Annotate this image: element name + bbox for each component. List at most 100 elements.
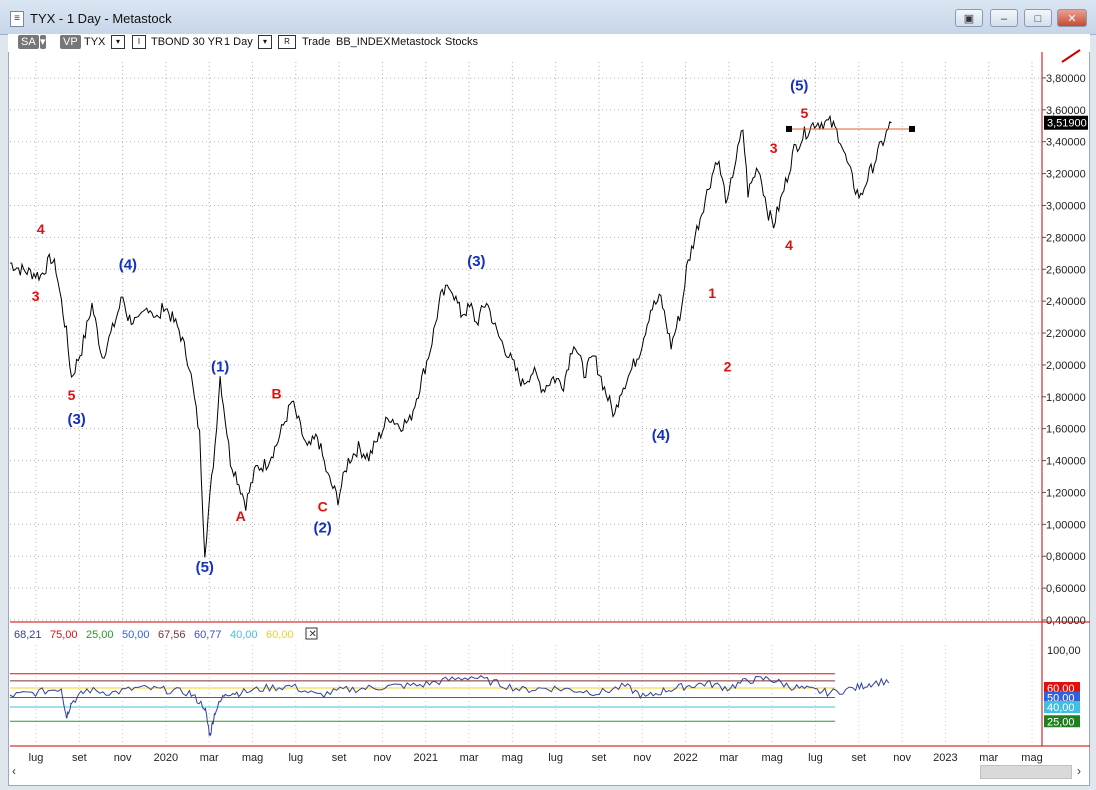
x-tick-label: set xyxy=(851,752,866,764)
x-tick-label: 2022 xyxy=(673,752,697,764)
osc-legend-item: 40,00 xyxy=(230,629,258,641)
trade-label[interactable]: Trade xyxy=(302,36,331,48)
x-tick-label: nov xyxy=(633,752,651,764)
info-box[interactable]: I xyxy=(132,35,146,49)
y-tick-label: 2,80000 xyxy=(1046,232,1086,244)
wave-label: A xyxy=(236,508,246,524)
wave-label: B xyxy=(271,385,281,401)
restore-icon[interactable]: ▣ xyxy=(955,9,983,27)
y-tick-label: 1,20000 xyxy=(1046,487,1086,499)
x-tick-label: 2023 xyxy=(933,752,957,764)
x-tick-label: nov xyxy=(374,752,392,764)
x-tick-label: nov xyxy=(893,752,911,764)
wave-label: C xyxy=(318,499,328,515)
x-tick-label: set xyxy=(592,752,607,764)
wave-label: 5 xyxy=(800,105,808,121)
x-tick-label: mar xyxy=(719,752,738,764)
osc-legend-item: 60,00 xyxy=(266,629,294,641)
y-tick-label: 0,60000 xyxy=(1046,583,1086,595)
wave-label: (2) xyxy=(313,519,331,536)
wave-label: 3 xyxy=(770,140,778,156)
vp-button[interactable]: VP xyxy=(60,35,81,49)
r-box[interactable]: R xyxy=(278,35,296,49)
x-tick-label: 2021 xyxy=(413,752,437,764)
horizontal-scrollbar-thumb[interactable] xyxy=(980,765,1072,779)
wave-label: (5) xyxy=(196,559,214,576)
sa-button[interactable]: SA xyxy=(18,35,39,49)
y-tick-label: 1,60000 xyxy=(1046,424,1086,436)
maximize-button[interactable]: □ xyxy=(1024,9,1052,27)
osc-legend-item: 67,56 xyxy=(158,629,186,641)
scroll-right-icon[interactable]: › xyxy=(1077,764,1081,778)
x-tick-label: lug xyxy=(29,752,44,764)
price-series-line xyxy=(9,114,892,558)
osc-tick-box xyxy=(1044,682,1080,694)
wave-label: 2 xyxy=(724,358,732,374)
osc-tick-label: 100,00 xyxy=(1047,645,1081,657)
scroll-left-icon[interactable]: ‹ xyxy=(12,764,16,778)
symbol-dropdown-icon[interactable]: ▾ xyxy=(111,35,125,49)
x-tick-label: set xyxy=(72,752,87,764)
y-tick-label: 3,80000 xyxy=(1046,73,1086,85)
close-button[interactable]: ✕ xyxy=(1057,9,1087,27)
y-tick-label: 2,00000 xyxy=(1046,360,1086,372)
minimize-button[interactable]: – xyxy=(990,9,1018,27)
x-tick-label: lug xyxy=(548,752,563,764)
osc-legend-close-icon xyxy=(305,627,318,640)
trendline-handle xyxy=(909,125,915,132)
last-value-label: 3,51900 xyxy=(1047,118,1087,130)
description-label: TBOND 30 YR xyxy=(151,36,223,48)
x-tick-label: mar xyxy=(200,752,219,764)
x-tick-label: mag xyxy=(502,752,523,764)
wave-label: (1) xyxy=(211,358,229,375)
wave-label: (4) xyxy=(652,427,670,444)
wave-label: (5) xyxy=(790,78,808,95)
window-title: TYX - 1 Day - Metastock xyxy=(30,11,172,26)
source-label: Metastock xyxy=(391,36,442,48)
x-tick-label: nov xyxy=(114,752,132,764)
chart-frame xyxy=(8,34,1090,786)
wave-label: (3) xyxy=(67,411,85,428)
x-tick-label: set xyxy=(332,752,347,764)
osc-tick-label: 25,00 xyxy=(1047,716,1075,728)
osc-series-line xyxy=(9,675,890,737)
sa-dropdown-icon[interactable]: ▾ xyxy=(40,35,46,49)
period-label[interactable]: 1 Day xyxy=(224,36,253,48)
period-dropdown-icon[interactable]: ▾ xyxy=(258,35,272,49)
chart-toolbar: SA ▾ VP TYX ▾ I TBOND 30 YR 1 Day ▾ R Tr… xyxy=(8,34,1090,52)
x-tick-label: mar xyxy=(979,752,998,764)
wave-label: 4 xyxy=(785,237,793,253)
y-tick-label: 1,80000 xyxy=(1046,392,1086,404)
y-tick-label: 3,00000 xyxy=(1046,200,1086,212)
y-tick-label: 2,60000 xyxy=(1046,264,1086,276)
last-value-box xyxy=(1044,115,1088,130)
wave-label: (3) xyxy=(467,253,485,270)
index-label: BB_INDEX xyxy=(336,36,391,48)
osc-tick-box xyxy=(1044,691,1080,704)
y-tick-label: 2,20000 xyxy=(1046,328,1086,340)
category-label: Stocks xyxy=(445,36,479,48)
osc-tick-box xyxy=(1044,715,1080,728)
osc-close-glyph: ✕ xyxy=(309,629,317,640)
wave-label: 4 xyxy=(37,221,45,237)
osc-tick-box xyxy=(1044,701,1080,713)
wave-label: 1 xyxy=(708,285,716,301)
y-tick-label: 1,40000 xyxy=(1046,456,1086,468)
trendline-handle xyxy=(786,125,792,132)
wave-label: 5 xyxy=(68,387,76,403)
osc-legend-item: 75,00 xyxy=(50,629,78,641)
osc-legend-item: 25,00 xyxy=(86,629,114,641)
x-tick-label: mag xyxy=(1021,752,1042,764)
osc-legend-item: 60,77 xyxy=(194,629,222,641)
y-tick-label: 3,40000 xyxy=(1046,137,1086,149)
osc-legend-item: 50,00 xyxy=(122,629,150,641)
x-tick-label: lug xyxy=(808,752,823,764)
x-tick-label: 2020 xyxy=(154,752,178,764)
chart-doc-icon: ≡ xyxy=(10,11,24,27)
x-tick-label: mag xyxy=(242,752,263,764)
symbol-label[interactable]: TYX xyxy=(84,36,106,48)
x-tick-label: mag xyxy=(761,752,782,764)
y-tick-label: 3,20000 xyxy=(1046,169,1086,181)
wave-label: 3 xyxy=(32,288,40,304)
